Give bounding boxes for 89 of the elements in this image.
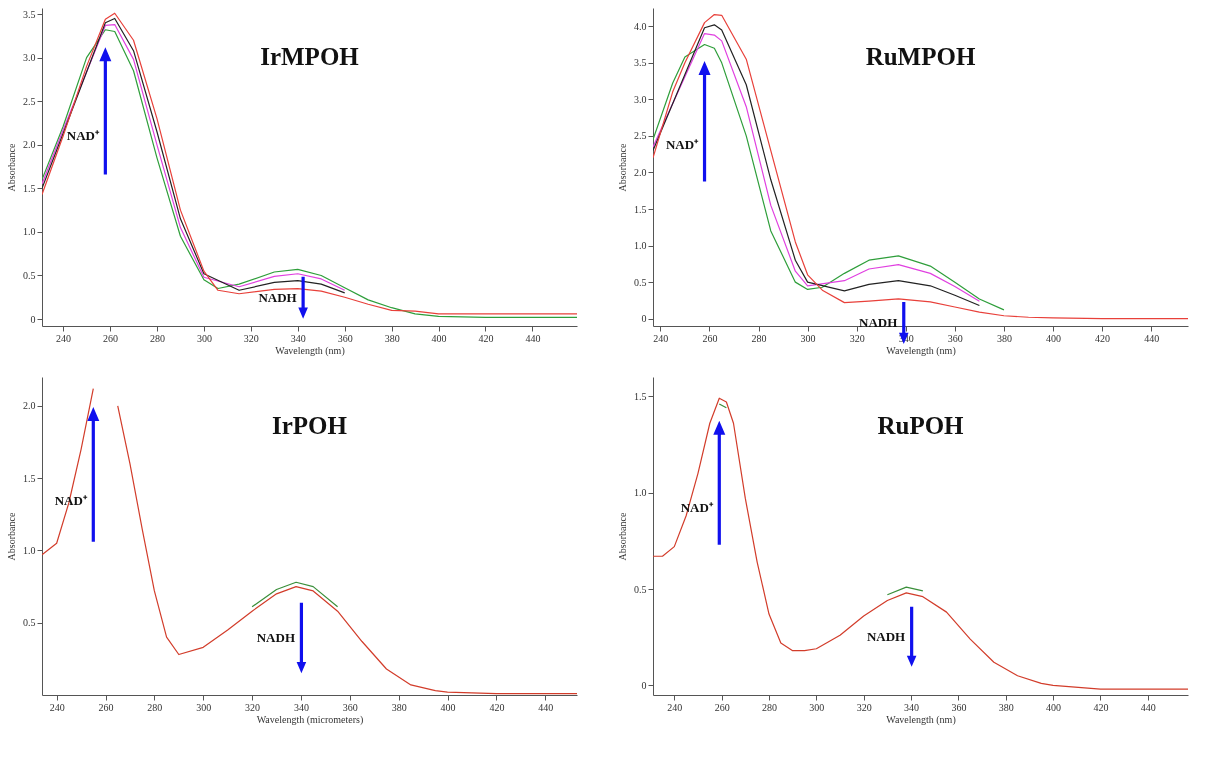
x-tick-label: 400 xyxy=(1046,332,1062,344)
y-axis-title: Absorbance xyxy=(617,143,628,192)
text: RuMPOH xyxy=(865,43,976,70)
y-axis-title: Absorbance xyxy=(6,143,17,192)
x-tick-label: 300 xyxy=(809,701,825,713)
annotation: NAD⁺ xyxy=(66,128,100,144)
y-tick-label: 1.0 xyxy=(634,487,647,499)
x-tick-label: 380 xyxy=(998,701,1014,713)
y-tick-label: 2.0 xyxy=(23,400,36,412)
y-tick-label: 0.5 xyxy=(23,617,36,629)
x-tick-label: 260 xyxy=(714,701,730,713)
y-tick-label: 1.0 xyxy=(23,544,36,556)
x-tick-label: 380 xyxy=(996,332,1012,344)
x-tick-label: 420 xyxy=(489,701,505,713)
x-tick-label: 440 xyxy=(538,701,554,713)
y-tick-label: 2.5 xyxy=(634,130,647,142)
x-tick-label: 340 xyxy=(290,332,306,344)
x-tick-label: 320 xyxy=(245,701,261,713)
x-tick-label: 420 xyxy=(1093,701,1109,713)
annotation: NADH xyxy=(866,628,906,644)
x-axis-title: Wavelength (nm) xyxy=(275,344,345,357)
y-tick-label: 3.5 xyxy=(23,8,36,20)
x-tick-label: 380 xyxy=(391,701,407,713)
x-tick-label: 360 xyxy=(951,701,967,713)
y-tick-label: 2.0 xyxy=(634,166,647,178)
y-tick-label: 1.5 xyxy=(23,182,36,194)
y-tick-label: 0 xyxy=(641,313,647,325)
x-tick-label: 340 xyxy=(293,701,309,713)
x-tick-label: 280 xyxy=(149,332,165,344)
x-tick-label: 260 xyxy=(702,332,718,344)
x-tick-label: 360 xyxy=(947,332,963,344)
x-tick-label: 380 xyxy=(384,332,400,344)
x-tick-label: 400 xyxy=(1046,701,1062,713)
text: IrPOH xyxy=(272,412,348,439)
x-tick-label: 240 xyxy=(653,332,669,344)
x-tick-label: 300 xyxy=(196,332,212,344)
x-tick-label: 300 xyxy=(800,332,816,344)
x-tick-label: 440 xyxy=(1144,332,1160,344)
y-tick-label: 4.0 xyxy=(634,20,647,32)
x-tick-label: 260 xyxy=(103,332,119,344)
x-tick-label: 320 xyxy=(243,332,259,344)
text: IrMPOH xyxy=(260,43,360,70)
y-tick-label: 3.5 xyxy=(634,57,647,69)
x-tick-label: 320 xyxy=(856,701,872,713)
y-tick-label: 2.5 xyxy=(23,95,36,107)
x-tick-label: 360 xyxy=(337,332,353,344)
y-tick-label: 2.0 xyxy=(23,139,36,151)
line-series xyxy=(653,13,1188,320)
y-tick-label: 1.5 xyxy=(634,390,647,402)
y-tick-label: 0 xyxy=(30,313,36,325)
line-series xyxy=(653,397,1188,690)
annotation: NADH xyxy=(859,314,898,330)
y-tick-label: 0 xyxy=(641,679,647,691)
y-tick-label: 3.0 xyxy=(23,52,36,64)
annotation: NADH xyxy=(258,289,297,305)
x-tick-label: 280 xyxy=(147,701,163,713)
y-tick-label: 1.5 xyxy=(23,472,36,484)
x-tick-label: 320 xyxy=(849,332,865,344)
y-tick-label: 0.5 xyxy=(23,269,36,281)
x-tick-label: 260 xyxy=(98,701,114,713)
y-tick-label: 0.5 xyxy=(634,583,647,595)
annotation: NADH xyxy=(256,630,295,646)
x-tick-label: 440 xyxy=(1140,701,1156,713)
x-tick-label: 240 xyxy=(667,701,683,713)
x-tick-label: 340 xyxy=(904,701,920,713)
y-tick-label: 1.0 xyxy=(634,240,647,252)
y-tick-label: 1.5 xyxy=(634,203,647,215)
x-tick-label: 360 xyxy=(342,701,358,713)
y-tick-label: 1.0 xyxy=(23,226,36,238)
x-tick-label: 280 xyxy=(751,332,767,344)
line-series xyxy=(251,581,339,608)
x-tick-label: 400 xyxy=(431,332,447,344)
x-tick-label: 420 xyxy=(478,332,494,344)
x-axis-title: Wavelength (nm) xyxy=(886,344,956,357)
y-tick-label: 0.5 xyxy=(634,276,647,288)
y-tick-label: 3.0 xyxy=(634,93,647,105)
x-tick-label: 280 xyxy=(762,701,777,713)
x-tick-label: 440 xyxy=(525,332,541,344)
x-tick-label: 300 xyxy=(196,701,212,713)
y-axis-title: Absorbance xyxy=(6,512,17,561)
x-tick-label: 240 xyxy=(56,332,72,344)
text: RuPOH xyxy=(877,412,965,439)
x-tick-label: 420 xyxy=(1095,332,1111,344)
x-axis-title: Wavelength (nm) xyxy=(886,713,956,726)
x-axis-title: Wavelength (micrometers) xyxy=(256,713,364,726)
x-tick-label: 400 xyxy=(440,701,456,713)
y-axis-title: Absorbance xyxy=(617,512,628,561)
x-tick-label: 240 xyxy=(49,701,65,713)
annotation: NAD⁺ xyxy=(665,137,700,153)
